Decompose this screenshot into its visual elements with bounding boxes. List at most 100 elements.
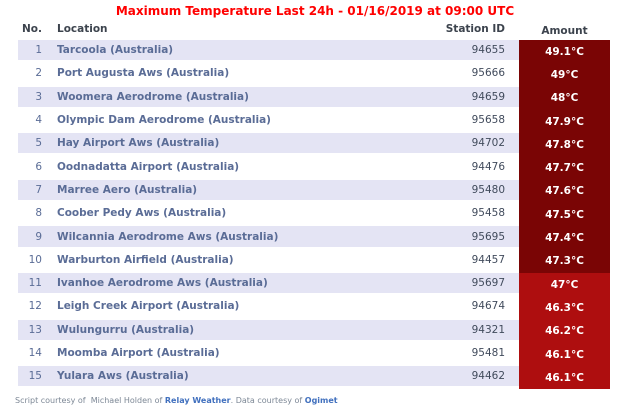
footer-text-prefix: Script courtesy of Michael Holden of <box>15 396 165 406</box>
amount-cell: 49.1°C <box>519 40 610 64</box>
station-id-cell: 95480 <box>471 183 505 196</box>
footer-credits: Script courtesy of Michael Holden of Rel… <box>15 396 630 406</box>
row-number: 9 <box>35 230 42 243</box>
row-left-section: 3 Woomera Aerodrome (Australia) 94659 <box>18 86 519 110</box>
footer-text-middle: . Data courtesy of <box>230 396 305 406</box>
amount-cell: 47.3°C <box>519 249 610 273</box>
row-number: 1 <box>35 44 42 57</box>
amount-cell: 47.8°C <box>519 133 610 157</box>
row-number: 15 <box>28 370 42 383</box>
row-number: 2 <box>35 67 42 80</box>
table-row: 8 Coober Pedy Aws (Australia) 95458 47.5… <box>18 203 610 227</box>
location-cell: Port Augusta Aws (Australia) <box>57 67 230 80</box>
table-row: 6 Oodnadatta Airport (Australia) 94476 4… <box>18 156 610 180</box>
column-header-amount: Amount <box>541 24 588 37</box>
relay-weather-link[interactable]: Relay Weather <box>164 396 231 406</box>
station-id-cell: 94659 <box>471 90 505 103</box>
row-left-section: 1 Tarcoola (Australia) 94655 <box>18 40 519 64</box>
table-row: 10 Warburton Airfield (Australia) 94457 … <box>18 249 610 273</box>
row-number: 13 <box>28 323 42 336</box>
station-id-cell: 94321 <box>471 323 505 336</box>
row-number: 4 <box>35 114 42 127</box>
amount-cell: 46.1°C <box>519 366 610 390</box>
table-header-row: No. Location Station ID Amount <box>18 21 610 40</box>
row-left-section: 13 Wulungurru (Australia) 94321 <box>18 319 519 343</box>
station-id-cell: 95666 <box>471 67 505 80</box>
row-left-section: 4 Olympic Dam Aerodrome (Australia) 9565… <box>18 110 519 134</box>
row-left-section: 11 Ivanhoe Aerodrome Aws (Australia) 956… <box>18 272 519 297</box>
station-id-cell: 95658 <box>471 114 505 127</box>
row-number: 14 <box>28 347 42 359</box>
row-number: 3 <box>35 90 42 103</box>
station-id-cell: 95695 <box>471 230 505 243</box>
station-id-cell: 94462 <box>471 370 505 383</box>
location-cell: Wulungurru (Australia) <box>57 323 195 336</box>
station-id-cell: 94457 <box>471 253 505 266</box>
row-left-section: 6 Oodnadatta Airport (Australia) 94476 <box>18 156 519 180</box>
row-number: 5 <box>35 137 42 150</box>
amount-cell: 47.4°C <box>519 226 610 250</box>
amount-cell: 47.7°C <box>519 156 610 180</box>
table-header-left: No. Location Station ID <box>18 23 519 38</box>
station-id-cell: 94476 <box>471 160 505 173</box>
ogimet-link[interactable]: Ogimet <box>304 396 338 406</box>
row-left-section: 7 Marree Aero (Australia) 95480 <box>18 179 519 204</box>
table-row: 4 Olympic Dam Aerodrome (Australia) 9565… <box>18 109 610 134</box>
table-row: 9 Wilcannia Aerodrome Aws (Australia) 95… <box>18 226 610 250</box>
page-title: Maximum Temperature Last 24h - 01/16/201… <box>115 4 515 18</box>
location-cell: Leigh Creek Airport (Australia) <box>57 300 240 313</box>
location-cell: Marree Aero (Australia) <box>57 183 198 196</box>
location-cell: Oodnadatta Airport (Australia) <box>57 160 240 173</box>
table-row: 13 Wulungurru (Australia) 94321 46.2°C <box>18 319 610 343</box>
row-left-section: 12 Leigh Creek Airport (Australia) 94674 <box>18 296 519 320</box>
table-body: 1 Tarcoola (Australia) 94655 49.1°C 2 Po… <box>18 40 610 390</box>
amount-cell: 47.5°C <box>519 203 610 227</box>
station-id-cell: 94655 <box>471 44 505 57</box>
location-cell: Yulara Aws (Australia) <box>57 370 189 383</box>
row-left-section: 14 Moomba Airport (Australia) 95481 <box>18 343 519 367</box>
amount-cell: 49°C <box>519 63 610 87</box>
temperature-table: No. Location Station ID Amount 1 Tarcool… <box>18 21 610 390</box>
amount-cell: 47.9°C <box>519 109 610 134</box>
table-row: 7 Marree Aero (Australia) 95480 47.6°C <box>18 179 610 204</box>
amount-cell: 47°C <box>519 272 610 297</box>
row-left-section: 5 Hay Airport Aws (Australia) 94702 <box>18 133 519 157</box>
location-cell: Tarcoola (Australia) <box>57 44 174 57</box>
table-row: 1 Tarcoola (Australia) 94655 49.1°C <box>18 40 610 64</box>
location-cell: Coober Pedy Aws (Australia) <box>57 207 227 220</box>
row-number: 6 <box>35 160 42 173</box>
amount-cell: 47.6°C <box>519 179 610 204</box>
row-number: 12 <box>28 300 42 313</box>
row-number: 7 <box>35 183 42 196</box>
table-row: 14 Moomba Airport (Australia) 95481 46.1… <box>18 342 610 367</box>
row-left-section: 8 Coober Pedy Aws (Australia) 95458 <box>18 203 519 227</box>
location-cell: Moomba Airport (Australia) <box>57 347 220 359</box>
location-cell: Ivanhoe Aerodrome Aws (Australia) <box>57 277 268 290</box>
location-cell: Woomera Aerodrome (Australia) <box>57 90 249 103</box>
table-row: 2 Port Augusta Aws (Australia) 95666 49°… <box>18 63 610 87</box>
station-id-cell: 94702 <box>471 137 505 150</box>
location-cell: Hay Airport Aws (Australia) <box>57 137 220 150</box>
table-row: 12 Leigh Creek Airport (Australia) 94674… <box>18 296 610 320</box>
amount-cell: 46.3°C <box>519 296 610 320</box>
amount-cell: 46.2°C <box>519 319 610 343</box>
location-cell: Wilcannia Aerodrome Aws (Australia) <box>57 230 279 243</box>
amount-cell: 46.1°C <box>519 342 610 367</box>
row-number: 10 <box>28 253 42 266</box>
row-left-section: 10 Warburton Airfield (Australia) 94457 <box>18 250 519 273</box>
column-header-station-id: Station ID <box>445 23 505 35</box>
column-header-location: Location <box>57 23 108 35</box>
location-cell: Warburton Airfield (Australia) <box>57 253 234 266</box>
table-row: 15 Yulara Aws (Australia) 94462 46.1°C <box>18 366 610 390</box>
table-row: 3 Woomera Aerodrome (Australia) 94659 48… <box>18 86 610 110</box>
table-row: 11 Ivanhoe Aerodrome Aws (Australia) 956… <box>18 272 610 297</box>
row-left-section: 2 Port Augusta Aws (Australia) 95666 <box>18 63 519 87</box>
column-header-no: No. <box>22 23 42 35</box>
row-number: 8 <box>35 207 42 220</box>
row-left-section: 15 Yulara Aws (Australia) 94462 <box>18 366 519 390</box>
station-id-cell: 95481 <box>471 347 505 359</box>
row-left-section: 9 Wilcannia Aerodrome Aws (Australia) 95… <box>18 226 519 250</box>
amount-cell: 48°C <box>519 86 610 110</box>
table-row: 5 Hay Airport Aws (Australia) 94702 47.8… <box>18 133 610 157</box>
